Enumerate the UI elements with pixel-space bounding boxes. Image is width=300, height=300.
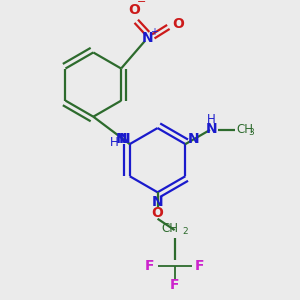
Text: CH: CH <box>161 222 178 235</box>
Text: F: F <box>170 278 179 292</box>
Text: N: N <box>188 132 200 146</box>
Text: −: − <box>137 0 147 8</box>
Text: H: H <box>110 136 119 149</box>
Text: N: N <box>152 195 164 209</box>
Text: +: + <box>150 27 158 37</box>
Text: N: N <box>142 31 153 45</box>
Text: N: N <box>206 122 218 136</box>
Text: 3: 3 <box>249 128 254 137</box>
Text: O: O <box>152 206 164 220</box>
Text: CH: CH <box>236 123 254 136</box>
Text: H: H <box>206 113 215 126</box>
Text: N: N <box>116 132 127 146</box>
Text: N: N <box>118 132 130 146</box>
Text: O: O <box>128 3 140 17</box>
Text: O: O <box>172 17 184 31</box>
Text: F: F <box>194 259 204 273</box>
Text: 2: 2 <box>182 227 188 236</box>
Text: F: F <box>145 259 155 273</box>
